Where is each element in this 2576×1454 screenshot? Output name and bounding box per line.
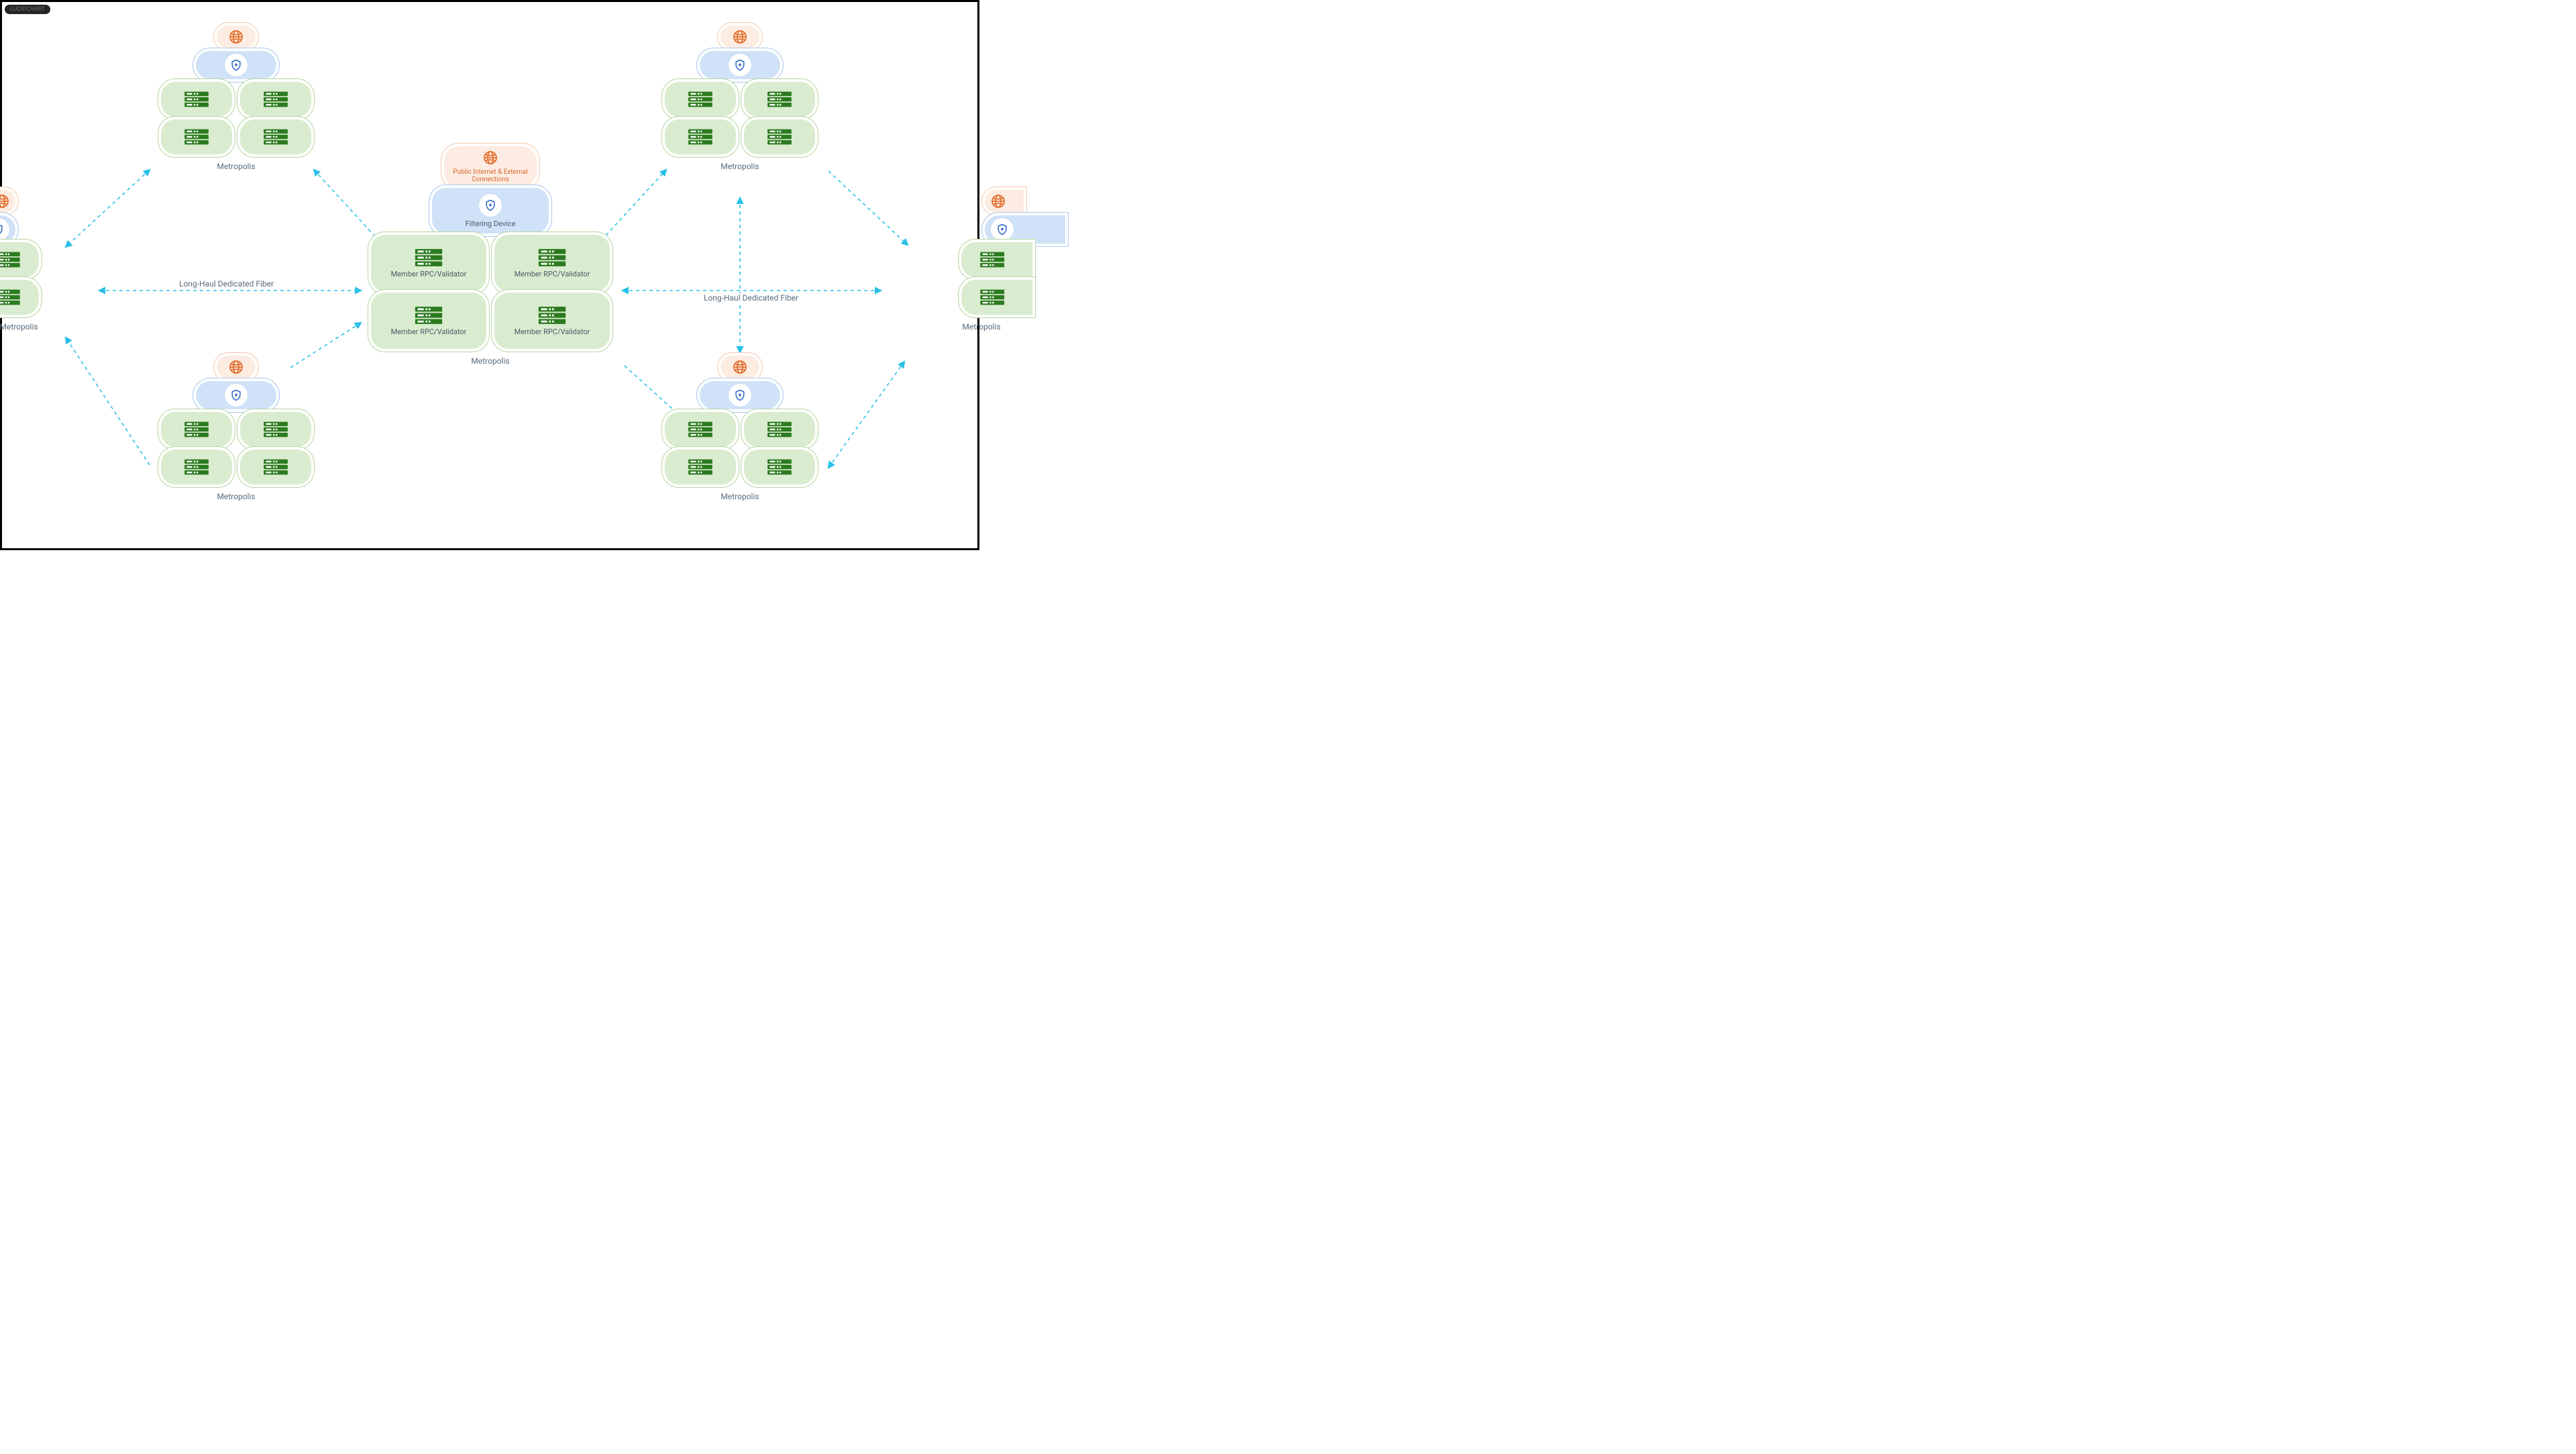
edge-label-left: Long-Haul Dedicated Fiber [176,279,276,289]
shield-icon [990,217,1014,242]
cluster-left_half: Metropolis [0,187,62,331]
server-pill-node [661,79,739,120]
globe-icon [228,359,244,375]
server-pill-node: Member RPC/Validator [368,289,490,352]
server-icon [262,91,289,108]
cluster-bottom_right: Metropolis [661,352,818,501]
server-icon [183,458,210,476]
cluster-right_half: Metropolis [938,187,1025,331]
server-icon [414,305,443,325]
server-icon [183,421,210,438]
globe-icon [732,29,748,45]
filter-pill-node [696,378,784,413]
node-label: Public Internet & External Connections [444,168,537,184]
server-icon [687,91,714,108]
server-icon [183,128,210,146]
server-icon [262,458,289,476]
filter-pill-node [696,48,784,83]
server-pill-node [741,446,818,488]
filter-pill-node [193,48,280,83]
server-pill-node [958,239,1036,280]
globe-icon [228,29,244,45]
node-label: Member RPC/Validator [391,328,467,337]
cluster-label: Metropolis [217,162,255,171]
globe-icon [0,193,10,209]
server-icon [979,289,1006,306]
server-icon [979,251,1006,268]
server-pill-node: Member RPC/Validator [491,289,613,352]
server-icon [537,248,567,268]
cluster-top_left: Metropolis [158,22,315,171]
server-pill-node [0,276,42,318]
server-pill-node [0,239,42,280]
shield-icon [478,193,502,217]
server-pill-node [958,276,1036,318]
server-icon [687,128,714,146]
node-label: Member RPC/Validator [391,270,467,279]
filter-pill-node: Filtering Device [429,185,552,237]
server-pill-node [237,446,315,488]
cluster-bottom_left: Metropolis [158,352,315,501]
server-icon [766,458,793,476]
server-icon [766,421,793,438]
server-pill-node [158,79,235,120]
server-icon [183,91,210,108]
server-pill-node [237,409,315,450]
server-icon [537,305,567,325]
shield-icon [728,53,752,77]
server-pill-node [741,79,818,120]
shield-icon [0,217,10,242]
server-icon [0,289,21,306]
globe-icon [990,193,1006,209]
server-icon [262,421,289,438]
server-pill-node: Member RPC/Validator [368,231,490,295]
cluster-center: Public Internet & External Connections F… [368,143,613,366]
connection-edge [66,337,150,465]
connection-edge [828,362,904,468]
server-pill-node [661,446,739,488]
server-pill-node [158,116,235,158]
connection-edge [828,171,908,245]
internet-pill-node: Public Internet & External Connections [441,143,540,190]
server-icon [766,128,793,146]
server-pill-node [661,409,739,450]
server-pill-node [158,409,235,450]
server-pill-node [741,116,818,158]
server-pill-node [237,116,315,158]
server-icon [687,421,714,438]
server-icon [414,248,443,268]
server-pill-node [158,446,235,488]
server-icon [0,251,21,268]
shield-icon [224,53,248,77]
cluster-label: Metropolis [720,492,759,501]
server-icon [766,91,793,108]
shield-icon [728,383,752,407]
cluster-label: Metropolis [720,162,759,171]
globe-icon [482,150,498,166]
shield-icon [224,383,248,407]
edge-label-right: Long-Haul Dedicated Fiber [701,293,801,303]
cluster-label: Metropolis [217,492,255,501]
cluster-label: Metropolis [0,322,38,331]
server-icon [687,458,714,476]
node-label: Filtering Device [466,220,516,229]
node-label: Member RPC/Validator [515,270,590,279]
node-label: Member RPC/Validator [515,328,590,337]
cluster-label: Metropolis [962,322,1000,331]
server-pill-node: Member RPC/Validator [491,231,613,295]
server-icon [262,128,289,146]
filter-pill-node [193,378,280,413]
globe-icon [732,359,748,375]
cluster-top_right: Metropolis [661,22,818,171]
cluster-label: Metropolis [471,356,509,366]
server-pill-node [237,79,315,120]
watermark: LUCIDCHART [5,5,50,14]
server-pill-node [741,409,818,450]
server-pill-node [661,116,739,158]
connection-edge [66,170,150,247]
diagram-canvas: LUCIDCHART Long-Haul Dedicated Fiber Lon… [0,0,979,550]
